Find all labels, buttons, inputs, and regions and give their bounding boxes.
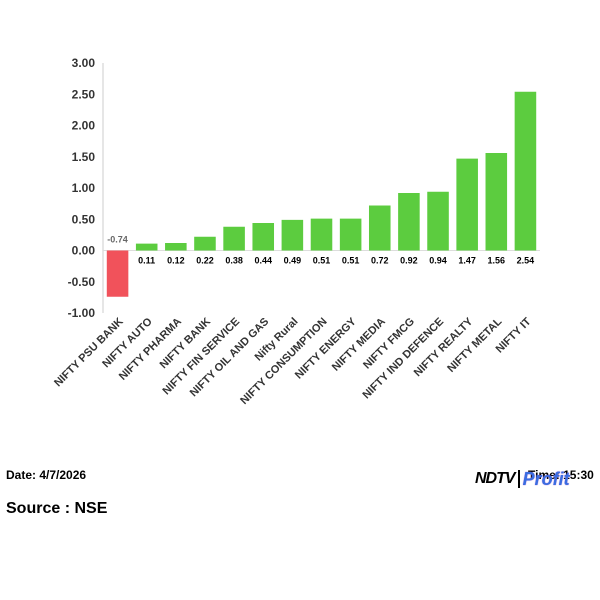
y-tick-label: 0.00 xyxy=(72,244,96,258)
logo-divider xyxy=(517,470,520,488)
bar[interactable] xyxy=(135,243,158,251)
logo-profit-text: Profit xyxy=(522,468,570,489)
bar[interactable] xyxy=(194,236,216,251)
bar[interactable] xyxy=(223,226,245,251)
y-tick-label: -0.50 xyxy=(68,275,96,289)
sector-bar-chart: 3.00 2.50 2.00 1.50 1.00 0.50 0.00 -0.50 -1.00 -… xyxy=(52,56,540,407)
data-label: 1.47 xyxy=(458,256,476,266)
data-label: 0.51 xyxy=(342,256,360,266)
data-label: 0.11 xyxy=(138,256,155,266)
y-tick-label: 3.00 xyxy=(72,56,96,70)
bar[interactable] xyxy=(339,218,362,251)
bar[interactable] xyxy=(368,205,391,251)
bar[interactable] xyxy=(427,191,449,251)
y-tick-label: 2.00 xyxy=(72,119,96,133)
data-label: 0.38 xyxy=(225,256,243,266)
logo-ndtv-text: NDTV xyxy=(475,470,516,487)
data-labels: -0.74 0.11 0.12 0.22 0.38 0.44 0.49 0.51 0.51 0.7… xyxy=(107,235,534,266)
y-tick-label: 0.50 xyxy=(72,212,96,226)
y-tick-label: 2.50 xyxy=(72,87,96,101)
y-tick-label: 1.50 xyxy=(72,150,96,164)
time-label: Time: 15:30 xyxy=(528,468,594,482)
data-label: 0.92 xyxy=(400,256,418,266)
data-label: 0.94 xyxy=(429,256,447,266)
bar[interactable] xyxy=(456,158,478,251)
data-label: 0.72 xyxy=(371,256,389,266)
data-label: -0.74 xyxy=(107,235,128,245)
data-label: 0.44 xyxy=(254,256,272,266)
y-tick-labels: 3.00 2.50 2.00 1.50 1.00 0.50 0.00 -0.50 -1.00 xyxy=(68,56,96,320)
data-label: 0.51 xyxy=(313,256,331,266)
ndtv-profit-logo: NDTV Profit xyxy=(475,466,570,492)
bar[interactable] xyxy=(252,223,275,251)
data-label: 2.54 xyxy=(517,256,535,266)
bars xyxy=(106,91,537,297)
data-label: 0.12 xyxy=(167,256,185,266)
bar[interactable] xyxy=(165,243,187,251)
data-label: 1.56 xyxy=(488,256,506,266)
y-tick-label: -1.00 xyxy=(68,306,96,320)
bar[interactable] xyxy=(485,153,508,251)
data-label: 0.49 xyxy=(284,256,302,266)
data-label: 0.22 xyxy=(196,256,214,266)
bar[interactable] xyxy=(310,218,333,251)
date-label: Date: 4/7/2026 xyxy=(6,468,87,482)
bar[interactable] xyxy=(514,91,537,251)
bar[interactable] xyxy=(398,193,420,251)
bar[interactable] xyxy=(106,250,129,297)
source-label: Source : NSE xyxy=(6,500,108,517)
y-tick-label: 1.00 xyxy=(72,181,96,195)
bar[interactable] xyxy=(281,219,304,251)
